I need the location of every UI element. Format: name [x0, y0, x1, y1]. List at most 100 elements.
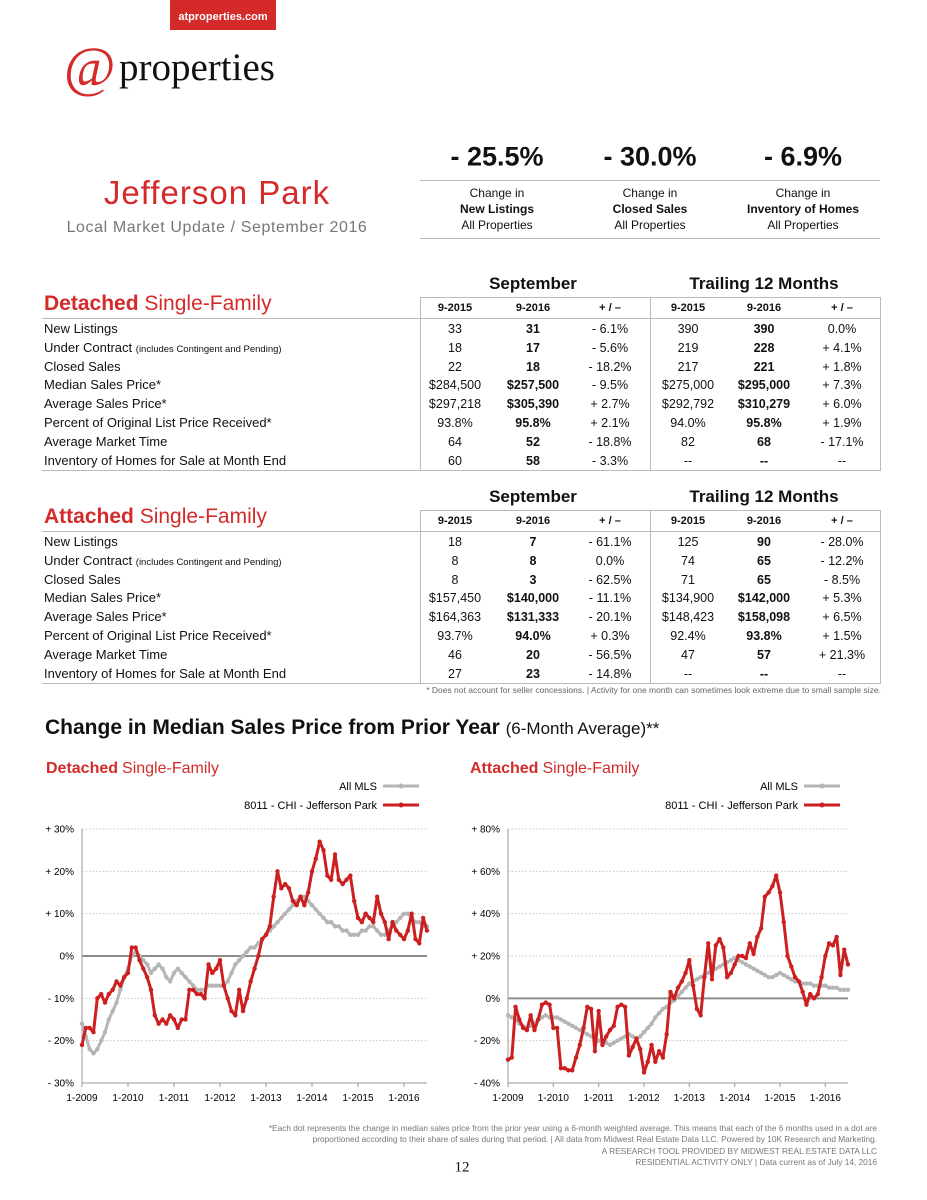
- point: [558, 1065, 564, 1071]
- point: [785, 974, 790, 980]
- legend-label: All MLS: [760, 781, 798, 793]
- cell: 8: [451, 553, 459, 568]
- point: [630, 1034, 635, 1039]
- point: [79, 1042, 85, 1048]
- chart-title-bold: Detached: [46, 760, 118, 777]
- point: [721, 945, 726, 950]
- cell: $257,500: [506, 378, 560, 393]
- page-number: 12: [454, 1159, 470, 1176]
- point: [762, 894, 768, 899]
- point: [286, 907, 292, 912]
- point: [424, 928, 430, 933]
- footnote: RESIDENTIAL ACTIVITY ONLY | Data current…: [635, 1156, 877, 1167]
- point: [359, 928, 365, 933]
- cell: 74: [681, 553, 695, 568]
- point: [811, 983, 817, 988]
- row-label-text: Inventory of Homes for Sale at Month End: [44, 452, 287, 468]
- row-label-text: New Listings: [44, 321, 118, 336]
- point: [774, 972, 779, 978]
- rule: [42, 470, 880, 471]
- y-tick-label: - 40%: [474, 1079, 500, 1090]
- cell: - 18.2%: [588, 359, 632, 374]
- point: [110, 987, 115, 993]
- cell: $292,792: [661, 397, 715, 412]
- cell: --: [683, 453, 693, 468]
- point: [804, 1002, 809, 1007]
- point: [694, 977, 700, 982]
- point: [221, 983, 227, 988]
- cell: + 2.1%: [590, 416, 630, 430]
- point: [622, 1004, 628, 1009]
- point: [596, 1038, 601, 1043]
- cell: 90: [757, 535, 771, 549]
- cell: --: [837, 453, 847, 468]
- row-label-text: Under Contract: [44, 339, 133, 355]
- point: [634, 1036, 639, 1041]
- point: [256, 941, 261, 946]
- point: [144, 962, 150, 967]
- point: [808, 981, 813, 986]
- point: [344, 928, 349, 933]
- point: [374, 894, 380, 899]
- point: [210, 970, 215, 976]
- cell: $131,333: [506, 610, 560, 625]
- point: [236, 958, 242, 963]
- cell: - 56.5%: [588, 647, 632, 662]
- point: [114, 979, 119, 984]
- point: [524, 1027, 530, 1033]
- row-label-text: Percent of Original List Price Received*: [44, 628, 272, 643]
- point: [271, 924, 276, 929]
- point: [118, 983, 123, 988]
- point: [694, 1006, 700, 1012]
- point: [91, 1030, 96, 1035]
- point: [611, 1023, 616, 1029]
- point: [229, 970, 234, 976]
- point: [417, 941, 422, 946]
- cell: --: [683, 666, 693, 681]
- point: [213, 983, 219, 988]
- cell: 0.0%: [827, 322, 857, 336]
- point: [845, 962, 851, 967]
- point: [777, 970, 783, 976]
- point: [240, 953, 246, 959]
- cell: 18: [526, 359, 540, 374]
- point: [397, 915, 403, 921]
- kpi-value: - 6.9%: [763, 141, 843, 172]
- kpi-label: Change in: [775, 186, 831, 200]
- section-subtitle: (6-Month Average)**: [505, 719, 660, 738]
- point: [653, 1059, 658, 1065]
- rule: [42, 318, 880, 319]
- point: [309, 903, 315, 908]
- cell: 94.0%: [515, 629, 551, 643]
- point: [796, 979, 802, 984]
- row-label: Inventory of Homes for Sale at Month End: [44, 453, 286, 468]
- point: [401, 936, 407, 942]
- series-line: [507, 956, 848, 1047]
- point: [179, 1017, 184, 1022]
- kpi-label: Change in: [622, 186, 678, 200]
- cell: $297,218: [428, 397, 482, 412]
- cell: - 9.5%: [591, 378, 629, 393]
- site-tab[interactable]: atproperties.com: [170, 0, 276, 30]
- point: [371, 924, 376, 929]
- point: [248, 945, 253, 950]
- point: [233, 962, 238, 967]
- row-label: Closed Sales: [44, 359, 121, 374]
- point: [148, 987, 154, 993]
- cell: 8: [451, 572, 459, 587]
- point: [336, 924, 342, 929]
- kpi-scope: All Properties: [614, 218, 686, 232]
- row-label: Under Contract (includes Contingent and …: [44, 553, 282, 568]
- series-line: [80, 895, 427, 1055]
- point: [566, 1068, 571, 1073]
- point: [83, 1025, 89, 1031]
- row-label: Under Contract (includes Contingent and …: [44, 340, 282, 355]
- point: [405, 911, 411, 916]
- point: [592, 1049, 598, 1054]
- point: [675, 985, 681, 990]
- point: [558, 1017, 564, 1022]
- y-tick-label: + 80%: [471, 825, 500, 836]
- point: [706, 941, 711, 946]
- column-header: + / –: [599, 302, 621, 314]
